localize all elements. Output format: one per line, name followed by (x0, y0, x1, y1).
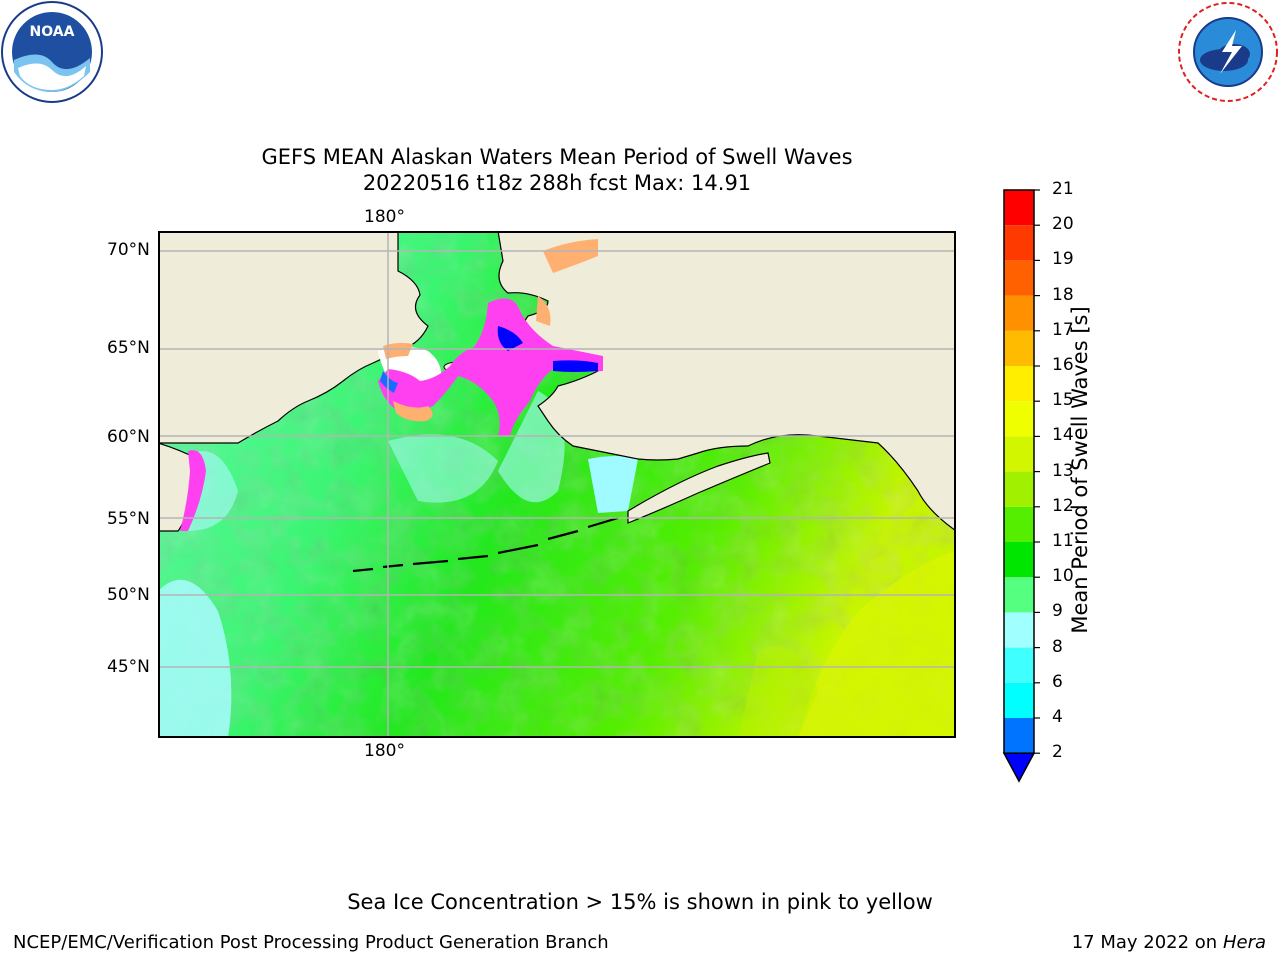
colorbar-tick-label: 10 (1052, 566, 1074, 587)
sea-ice-footnote: Sea Ice Concentration > 15% is shown in … (347, 890, 933, 914)
colorbar-segment (1004, 260, 1034, 296)
lat-label-70: 70°N (107, 240, 150, 260)
footer-date-text: 17 May 2022 on (1071, 932, 1218, 953)
colorbar-tick-label: 17 (1052, 319, 1074, 340)
colorbar-tick-label: 21 (1052, 179, 1074, 199)
sea-ice (378, 298, 603, 437)
colorbar-segment (1004, 682, 1034, 718)
colorbar-segment (1004, 647, 1034, 683)
colorbar-tick-label: 19 (1052, 249, 1074, 270)
colorbar-segment (1004, 225, 1034, 261)
lat-label-60: 60°N (107, 427, 150, 447)
footer-machine: Hera (1222, 932, 1266, 953)
colorbar-segment (1004, 612, 1034, 648)
noaa-logo: NOAA (1, 1, 103, 103)
lon-label-bottom: 180° (364, 741, 405, 761)
colorbar-label: Mean Period of Swell Waves [s] (1068, 306, 1092, 634)
colorbar-segment (1004, 366, 1034, 402)
colorbar-tick-label: 18 (1052, 284, 1074, 305)
colorbar-segment (1004, 330, 1034, 366)
colorbar-segment (1004, 542, 1034, 578)
lat-label-50: 50°N (107, 585, 150, 605)
noaa-logo-text: NOAA (30, 24, 75, 40)
colorbar-segment (1004, 471, 1034, 507)
colorbar-tick-label: 20 (1052, 214, 1074, 235)
nws-logo (1178, 2, 1278, 102)
colorbar-tick-label: 8 (1052, 636, 1063, 657)
land-russia (160, 233, 429, 444)
lon-label-top: 180° (364, 207, 405, 227)
colorbar-tick-label: 12 (1052, 495, 1074, 516)
lat-label-55: 55°N (107, 509, 150, 529)
colorbar-tick-label: 9 (1052, 601, 1063, 622)
lat-label-45: 45°N (107, 657, 150, 677)
colorbar-segment (1004, 295, 1034, 331)
colorbar-segment (1004, 190, 1034, 226)
colorbar-tick-label: 2 (1052, 742, 1063, 763)
colorbar-segment (1004, 577, 1034, 613)
title-line-2: 20220516 t18z 288h fcst Max: 14.91 (362, 171, 752, 195)
colorbar-tick-label: 16 (1052, 355, 1074, 375)
lat-label-65: 65°N (107, 338, 150, 358)
colorbar-tick-label: 14 (1052, 425, 1074, 446)
colorbar-segment (1004, 506, 1034, 542)
colorbar-tick-label: 4 (1052, 707, 1063, 727)
colorbar-tick-label: 11 (1052, 531, 1074, 551)
footer-credit: NCEP/EMC/Verification Post Processing Pr… (13, 932, 609, 953)
colorbar-tick-label: 13 (1052, 460, 1074, 481)
colorbar-tick-label: 6 (1052, 671, 1063, 692)
map-panel (158, 231, 956, 738)
footer-date: 17 May 2022 on Hera (1072, 932, 1266, 953)
colorbar-segment (1004, 718, 1034, 754)
colorbar-segment (1004, 436, 1034, 472)
colorbar-segment (1004, 401, 1034, 437)
colorbar-tick-label: 15 (1052, 390, 1074, 411)
title-line-1: GEFS MEAN Alaskan Waters Mean Period of … (261, 145, 853, 169)
colorbar-extend-arrow (1002, 752, 1036, 783)
chart-title: GEFS MEAN Alaskan Waters Mean Period of … (157, 144, 957, 196)
graticule (160, 233, 954, 736)
colorbar (1002, 189, 1040, 783)
